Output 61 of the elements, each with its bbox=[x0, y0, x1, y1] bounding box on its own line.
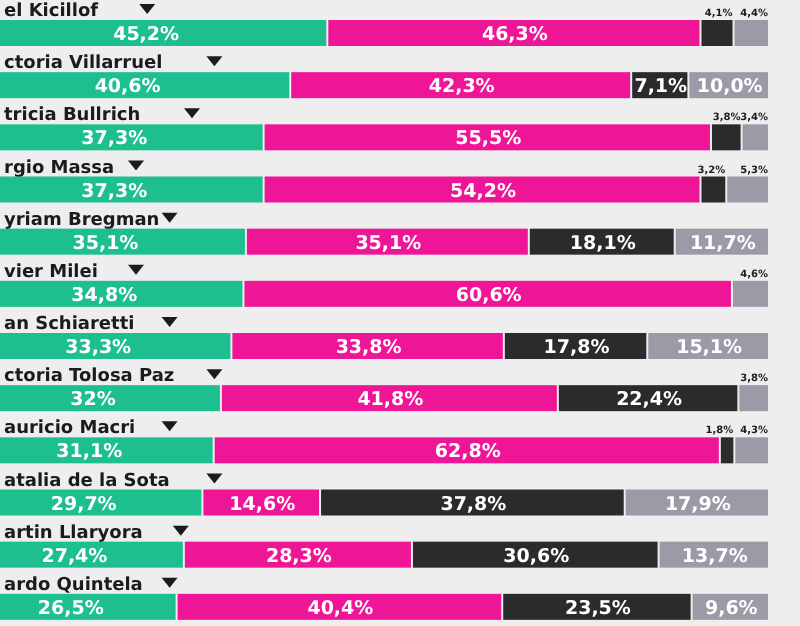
data-label: 7,1% bbox=[634, 76, 689, 99]
bar bbox=[701, 20, 733, 46]
data-label: 37,3% bbox=[81, 128, 149, 151]
data-label: 34,8% bbox=[71, 284, 139, 307]
y-tick-label: auricio Macri bbox=[4, 419, 136, 440]
data-label: 35,1% bbox=[355, 232, 423, 255]
data-label: 40,6% bbox=[94, 76, 162, 99]
data-label: 37,8% bbox=[440, 493, 508, 516]
data-label: 35,1% bbox=[72, 232, 140, 255]
data-label: 45,2% bbox=[113, 24, 181, 46]
data-label: 62,8% bbox=[434, 441, 502, 464]
y-tick-label: ardo Quintela bbox=[4, 575, 143, 596]
data-label: 46,3% bbox=[481, 24, 549, 46]
bar bbox=[735, 437, 768, 464]
data-label: 18,1% bbox=[569, 232, 637, 255]
y-tick-label: ctoria Tolosa Paz bbox=[4, 367, 175, 388]
data-label: 22,4% bbox=[616, 389, 684, 412]
y-tick-label: el Kicillof bbox=[4, 2, 99, 22]
bar bbox=[701, 176, 726, 203]
data-label: 23,5% bbox=[564, 597, 632, 620]
bar bbox=[732, 280, 768, 307]
bar bbox=[720, 437, 734, 464]
data-label: 27,4% bbox=[41, 545, 109, 568]
bar bbox=[739, 385, 768, 412]
data-label: 17,9% bbox=[664, 493, 732, 516]
data-label: 55,5% bbox=[455, 128, 523, 151]
data-label: 33,8% bbox=[335, 337, 403, 359]
data-label: 17,8% bbox=[543, 337, 611, 359]
data-label: 40,4% bbox=[307, 597, 375, 620]
y-tick-label: ctoria Villarruel bbox=[4, 54, 163, 75]
data-label: 60,6% bbox=[455, 284, 523, 307]
y-tick-label: rgio Massa bbox=[4, 158, 115, 179]
y-tick-label: tricia Bullrich bbox=[4, 106, 141, 127]
data-label: 37,3% bbox=[81, 180, 149, 203]
bar bbox=[711, 124, 741, 151]
data-label: 41,8% bbox=[357, 389, 425, 412]
bar bbox=[742, 124, 768, 151]
bar bbox=[321, 489, 624, 516]
data-label: 10,0% bbox=[696, 76, 764, 99]
data-label: 32% bbox=[70, 389, 117, 412]
y-tick-label: artin Llaryora bbox=[4, 523, 143, 544]
data-label: 14,6% bbox=[229, 493, 297, 516]
data-label: 42,3% bbox=[428, 76, 496, 99]
y-tick-label: yriam Bregman bbox=[4, 210, 160, 231]
data-label: 28,3% bbox=[265, 545, 333, 568]
data-label: 54,2% bbox=[450, 180, 517, 203]
data-label: 33,3% bbox=[65, 337, 133, 359]
data-label: 29,7% bbox=[50, 493, 118, 516]
data-label: 15,1% bbox=[676, 337, 744, 359]
data-label: 9,6% bbox=[704, 597, 759, 620]
y-tick-label: an Schiaretti bbox=[4, 315, 135, 335]
data-label: 13,7% bbox=[681, 545, 749, 568]
bar bbox=[727, 176, 768, 203]
y-tick-label: vier Milei bbox=[4, 262, 98, 283]
y-tick-label: atalia de la Sota bbox=[4, 471, 170, 492]
data-label: 26,5% bbox=[37, 597, 105, 620]
data-label: 31,1% bbox=[56, 441, 124, 464]
bar bbox=[734, 20, 768, 46]
data-label: 11,7% bbox=[689, 232, 757, 255]
data-label: 30,6% bbox=[503, 545, 571, 568]
bar bbox=[412, 541, 658, 568]
